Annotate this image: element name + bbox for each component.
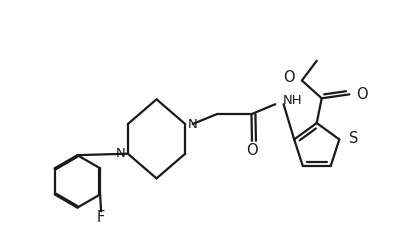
Text: O: O <box>284 70 295 85</box>
Text: S: S <box>349 131 359 146</box>
Text: F: F <box>97 210 105 225</box>
Text: O: O <box>246 143 258 158</box>
Text: O: O <box>356 87 368 102</box>
Text: N: N <box>188 117 197 131</box>
Text: NH: NH <box>283 94 303 107</box>
Text: N: N <box>115 147 125 160</box>
